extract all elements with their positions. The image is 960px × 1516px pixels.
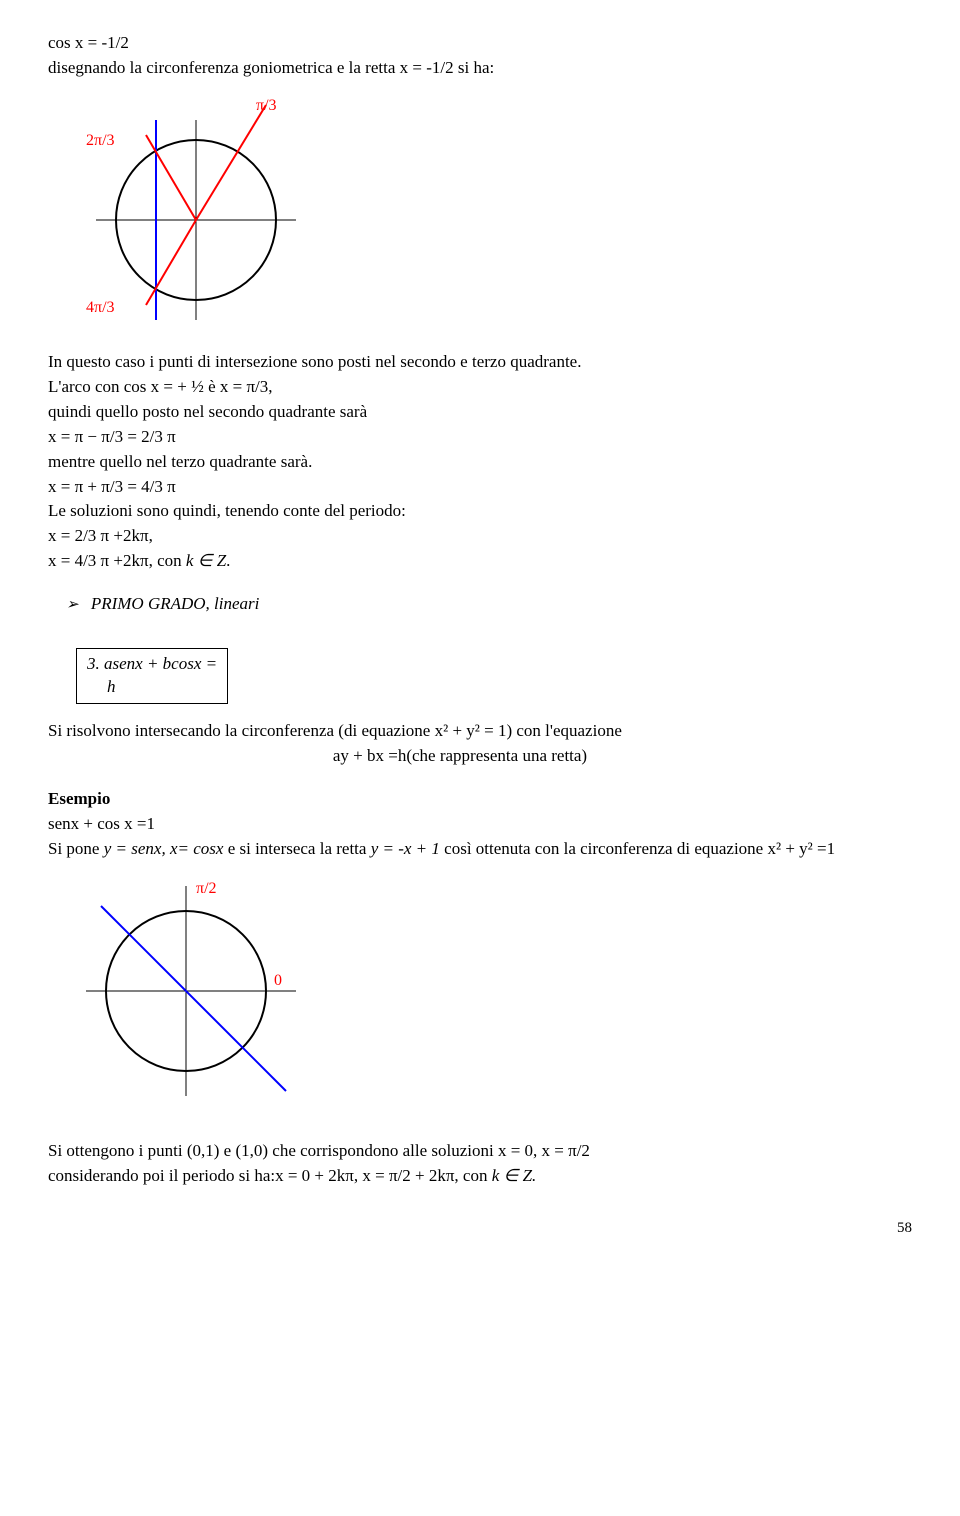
circ-eq-pre: Si risolvono intersecando la circonferen… <box>48 721 435 740</box>
ex-c: e si interseca la retta <box>223 839 370 858</box>
p1-l6: x = π + π/3 = 4/3 π <box>48 476 912 499</box>
circ-eq-line2: ay + bx =h(che rappresenta una retta) <box>8 745 912 768</box>
p1-l1: In questo caso i punti di intersezione s… <box>48 351 912 374</box>
ex-a: Si pone <box>48 839 104 858</box>
ray-2pi-over-3 <box>146 135 196 220</box>
esempio-heading: Esempio <box>48 788 912 811</box>
p1-l3: quindi quello posto nel secondo quadrant… <box>48 401 912 424</box>
unit-circle-diagram-2: π/2 0 <box>76 871 306 1101</box>
label-pi-over-3: π/3 <box>256 97 277 114</box>
figure-1: π/3 2π/3 4π/3 <box>76 90 912 337</box>
box3-row2: h <box>87 676 217 699</box>
p1-l9-a: x = 4/3 π +2kπ, con <box>48 551 186 570</box>
ex-d: y = -x + 1 <box>371 839 440 858</box>
p1-l9: x = 4/3 π +2kπ, con k ∈ Z. <box>48 550 912 573</box>
p1-l9-c: . <box>226 551 230 570</box>
label-4pi-over-3: 4π/3 <box>86 299 115 316</box>
label-2pi-over-3: 2π/3 <box>86 132 115 149</box>
example-eq: senx + cos x =1 <box>48 813 912 836</box>
example-desc: Si pone y = senx, x= cosx e si interseca… <box>48 838 912 861</box>
intro-line-2: disegnando la circonferenza goniometrica… <box>48 57 912 80</box>
section-heading: PRIMO GRADO, lineari <box>66 593 912 616</box>
label-pi-over-2: π/2 <box>196 880 217 897</box>
concl-l2-a: considerando poi il periodo si ha:x = 0 … <box>48 1166 492 1185</box>
ex-f: ² + y² =1 <box>776 839 835 858</box>
concl-l1: Si ottengono i punti (0,1) e (1,0) che c… <box>48 1140 912 1163</box>
p1-l9-b: k ∈ Z <box>186 551 226 570</box>
unit-circle-diagram-1: π/3 2π/3 4π/3 <box>76 90 316 330</box>
section-heading-text: PRIMO GRADO, lineari <box>91 594 260 613</box>
page-number: 58 <box>48 1218 912 1238</box>
concl-l2-b: k ∈ Z. <box>492 1166 537 1185</box>
circ-eq-line1: Si risolvono intersecando la circonferen… <box>48 720 912 743</box>
circ-eq-mid: x² + y² = 1 <box>435 721 507 740</box>
concl-l2: considerando poi il periodo si ha:x = 0 … <box>48 1165 912 1188</box>
p1-l8: x = 2/3 π +2kπ, <box>48 525 912 548</box>
box3-row1: 3. asenx + bcosx = <box>87 653 217 676</box>
ex-b: y = senx, x= cosx <box>104 839 224 858</box>
p1-l5: mentre quello nel terzo quadrante sarà. <box>48 451 912 474</box>
p1-l2: L'arco con cos x = + ½ è x = π/3, <box>48 376 912 399</box>
p1-l7: Le soluzioni sono quindi, tenendo conte … <box>48 500 912 523</box>
circ-eq-post: ) con l'equazione <box>506 721 621 740</box>
ray-pi-over-3 <box>196 105 266 220</box>
ex-e: così ottenuta con la circonferenza di eq… <box>440 839 776 858</box>
intro-line-1: cos x = -1/2 <box>48 32 912 55</box>
equation-box-3: 3. asenx + bcosx = h <box>76 648 228 704</box>
label-zero: 0 <box>274 972 282 989</box>
line-y-eq-neg-x-plus-1 <box>101 906 286 1091</box>
figure-2: π/2 0 <box>76 871 912 1108</box>
ray-4pi-over-3 <box>146 220 196 305</box>
p1-l4: x = π − π/3 = 2/3 π <box>48 426 912 449</box>
